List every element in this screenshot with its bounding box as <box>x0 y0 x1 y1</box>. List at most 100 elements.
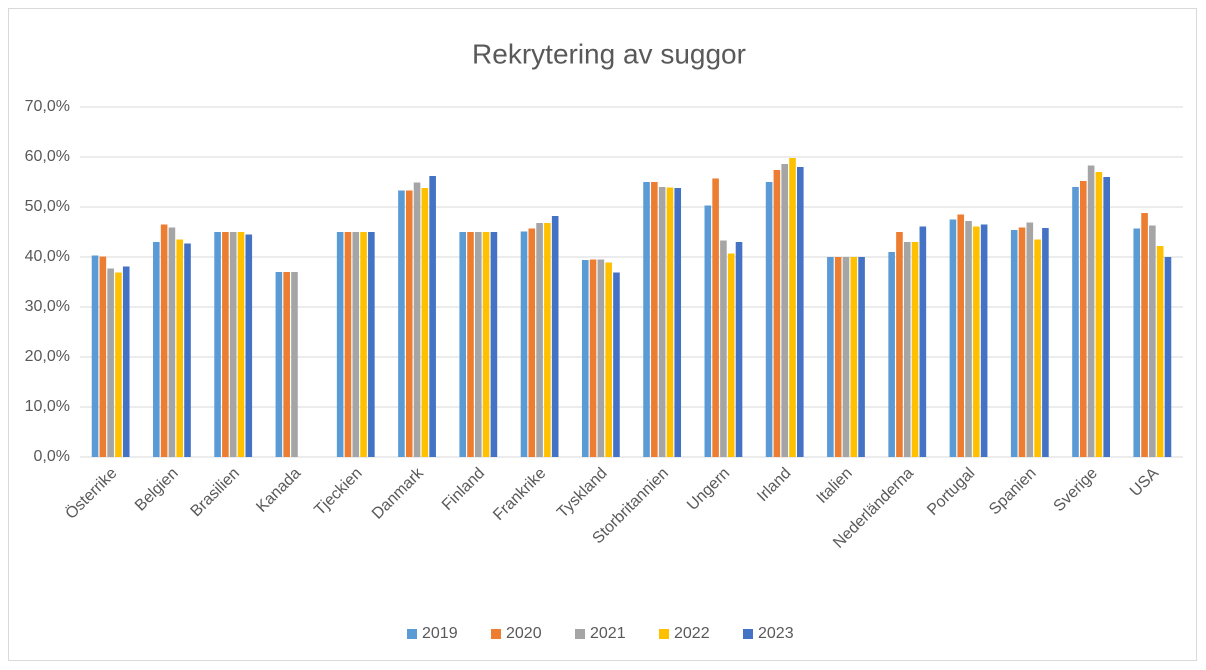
bar <box>291 272 298 457</box>
bar <box>1095 172 1103 457</box>
bar <box>1072 187 1079 457</box>
bar <box>613 272 620 457</box>
y-tick-label: 20,0% <box>25 348 70 365</box>
bar <box>413 182 421 457</box>
bar <box>973 226 980 457</box>
bar <box>1087 165 1095 457</box>
bar <box>949 219 957 457</box>
bar <box>107 268 114 457</box>
bar <box>911 242 919 457</box>
bar <box>122 266 130 457</box>
y-tick-label: 10,0% <box>25 398 70 415</box>
bar <box>421 188 429 457</box>
bar <box>1103 177 1110 457</box>
legend-label: 2021 <box>590 625 626 642</box>
bar <box>896 232 903 457</box>
bar <box>827 257 834 457</box>
bar <box>1042 228 1049 457</box>
bar <box>1079 181 1087 457</box>
bar <box>1010 230 1018 457</box>
bar <box>781 164 788 457</box>
bar <box>796 167 804 457</box>
bar <box>1164 257 1172 457</box>
bar <box>658 187 666 457</box>
bar <box>275 272 283 457</box>
y-tick-label: 50,0% <box>25 198 70 215</box>
bar <box>1141 213 1148 457</box>
bar <box>115 272 122 457</box>
legend-label: 2022 <box>674 625 710 642</box>
bar <box>153 242 160 457</box>
y-tick-label: 70,0% <box>25 98 70 115</box>
bar <box>589 259 597 457</box>
bar <box>965 221 972 457</box>
bar <box>581 260 589 457</box>
bar <box>735 242 743 457</box>
bar <box>459 232 467 457</box>
bar <box>475 232 482 457</box>
bar <box>184 243 191 457</box>
bar <box>214 232 221 457</box>
bar <box>1149 225 1156 457</box>
bar <box>1133 228 1141 457</box>
bar <box>160 224 168 457</box>
bar <box>482 232 490 457</box>
bar <box>245 234 253 457</box>
bar <box>850 257 858 457</box>
bar <box>398 190 405 457</box>
bar <box>229 232 237 457</box>
bar <box>888 252 895 457</box>
bar <box>773 170 781 457</box>
y-tick-label: 40,0% <box>25 248 70 265</box>
bar <box>789 158 796 457</box>
bar <box>919 226 927 457</box>
bar <box>352 232 360 457</box>
bar <box>283 272 290 457</box>
legend-label: 2023 <box>758 625 794 642</box>
bar <box>222 232 229 457</box>
bar <box>643 182 650 457</box>
legend-label: 2020 <box>506 625 542 642</box>
bar <box>1034 239 1041 457</box>
bar <box>842 257 850 457</box>
bar <box>704 205 712 457</box>
bar <box>597 259 605 457</box>
legend-swatch <box>575 629 585 639</box>
bar <box>168 227 176 457</box>
bar <box>551 216 559 457</box>
bar <box>651 182 658 457</box>
bar <box>360 232 367 457</box>
bar <box>490 232 498 457</box>
bar <box>727 253 735 457</box>
legend-label: 2019 <box>422 625 458 642</box>
bar <box>1026 222 1034 457</box>
chart-title: Rekrytering av suggor <box>472 38 746 69</box>
bar <box>957 214 965 457</box>
bar <box>1156 246 1164 457</box>
bar <box>91 255 99 457</box>
y-tick-label: 30,0% <box>25 298 70 315</box>
bar <box>980 224 988 457</box>
bar <box>536 223 543 457</box>
bar <box>99 256 107 457</box>
bar <box>368 232 375 457</box>
bar <box>344 232 352 457</box>
legend-swatch <box>659 629 669 639</box>
legend-swatch <box>743 629 753 639</box>
bar <box>858 257 865 457</box>
bar <box>528 228 536 457</box>
bar <box>712 178 719 457</box>
bar <box>520 231 528 457</box>
y-tick-label: 60,0% <box>25 148 70 165</box>
bar <box>176 239 184 457</box>
bar <box>405 190 413 457</box>
bar <box>765 182 773 457</box>
bar <box>605 262 612 457</box>
bar <box>336 232 344 457</box>
bar <box>720 240 727 457</box>
bar <box>429 176 436 457</box>
bar <box>903 242 911 457</box>
legend-swatch <box>491 629 501 639</box>
